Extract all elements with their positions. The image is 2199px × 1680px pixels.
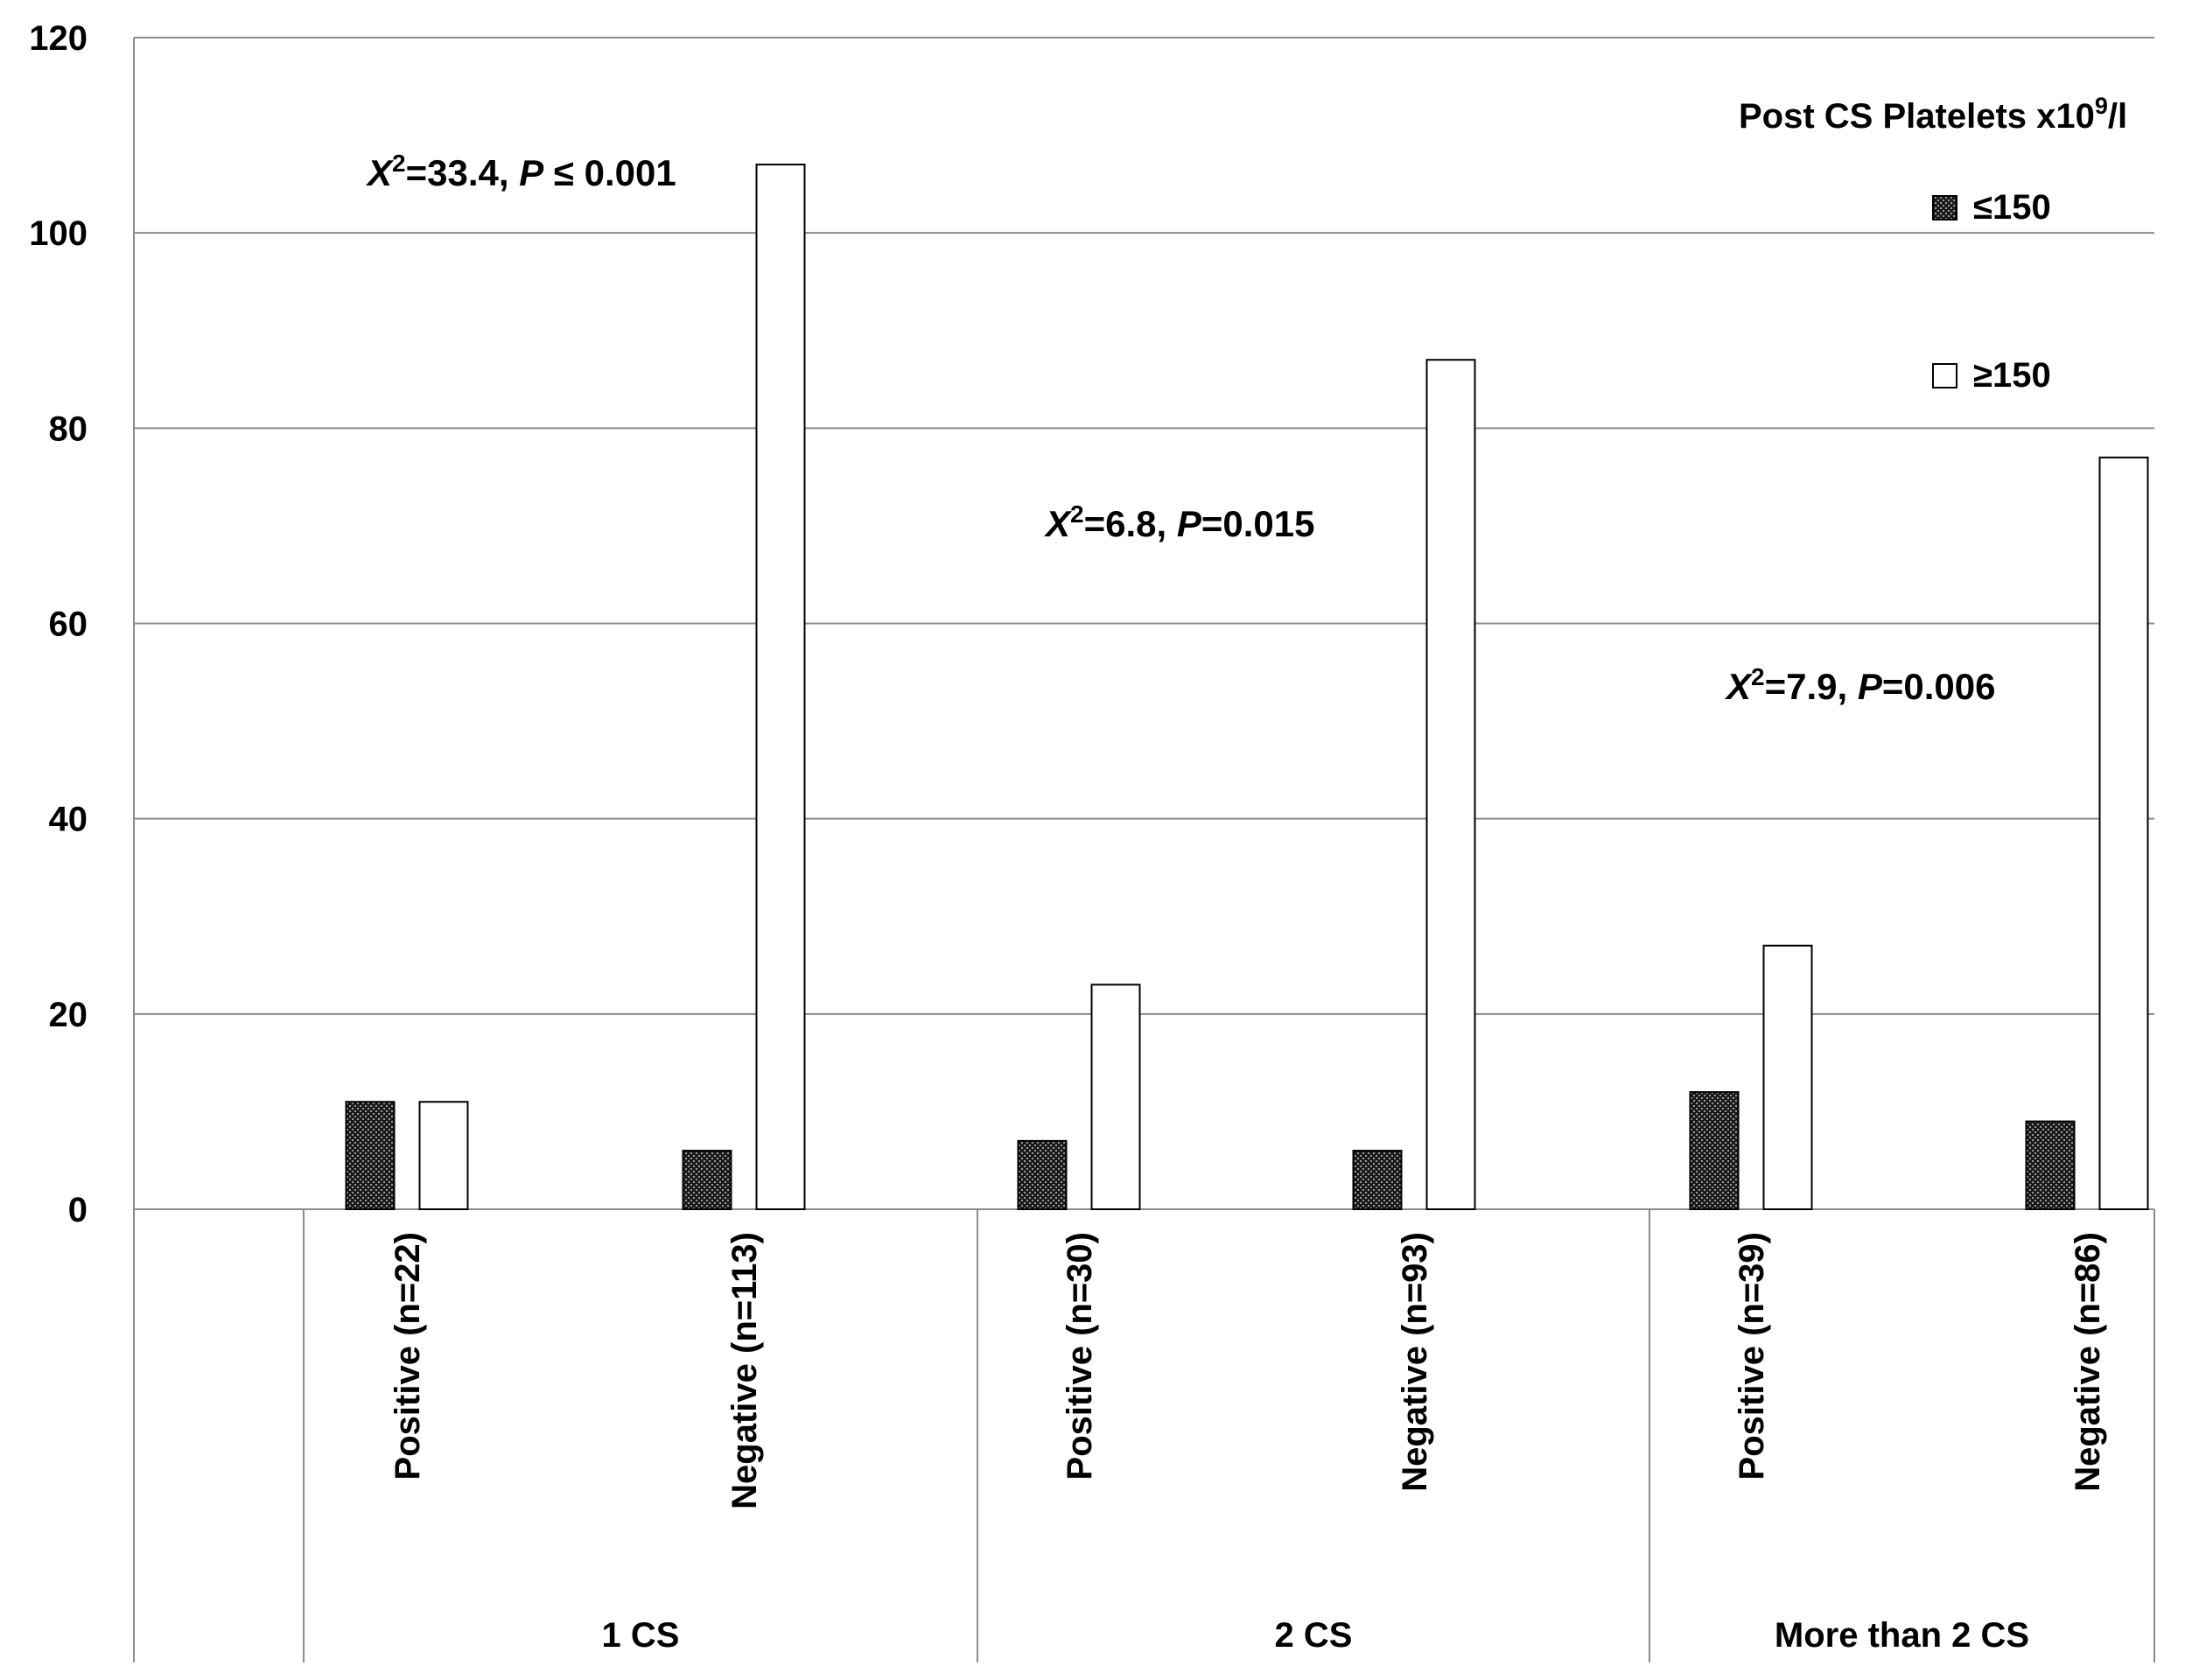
legend-title: Post CS Platelets x109/l [1739,93,2127,136]
category-label: Positive (n=30) [1061,1232,1099,1480]
group-label: 2 CS [1275,1616,1353,1655]
gridlines [134,37,2154,1015]
bar-high-platelets [418,1101,469,1210]
legend: Post CS Platelets x109/l ≤150 ≥150 [1739,93,2127,395]
stat-annotation: X2=7.9, P=0.006 [1725,663,1996,707]
bar-low-platelets [1352,1150,1403,1211]
bar-high-platelets [1090,984,1141,1210]
y-tick-label: 20 [49,996,88,1034]
group-label: 1 CS [602,1616,680,1655]
legend-swatch [1932,363,1957,388]
y-tick-label: 0 [68,1191,88,1229]
bar-high-platelets [1762,944,1813,1210]
bar-high-platelets [1425,359,1476,1211]
category-label: Negative (n=86) [2069,1232,2107,1492]
y-tick-label: 40 [49,801,88,839]
bar-low-platelets [1689,1091,1740,1210]
y-tick-label: 100 [29,214,88,253]
category-label: Negative (n=113) [725,1232,764,1509]
legend-entry-label: ≥150 [1973,356,2051,395]
bar-high-platelets [2098,456,2149,1210]
bar-low-platelets [682,1150,732,1211]
category-label: Positive (n=22) [389,1232,427,1480]
stat-annotation: X2=6.8, P=0.015 [1044,500,1315,544]
bar-low-platelets [345,1101,396,1210]
stat-annotation: X2=33.4, P ≤ 0.001 [366,150,676,193]
group-label: More than 2 CS [1775,1616,2029,1655]
axes [133,38,2155,1662]
y-tick-label: 80 [49,410,88,448]
category-label: Negative (n=93) [1396,1232,1434,1492]
bar-low-platelets [1017,1139,1068,1211]
y-tick-label: 60 [49,606,88,644]
legend-entry-label: ≤150 [1973,188,2051,227]
y-tick-label: 120 [29,19,88,58]
annotations: X2=33.4, P ≤ 0.001 X2=6.8, P=0.015 X2=7.9,… [366,150,1996,707]
bar-high-platelets [755,164,806,1210]
bars [345,164,2149,1211]
bar-low-platelets [2025,1120,2076,1210]
category-label: Positive (n=39) [1733,1232,1771,1480]
legend-swatch [1932,195,1957,220]
axis-labels: 0 20 40 60 80 100 120 Positive (n=22) Negative (… [29,19,2107,1655]
